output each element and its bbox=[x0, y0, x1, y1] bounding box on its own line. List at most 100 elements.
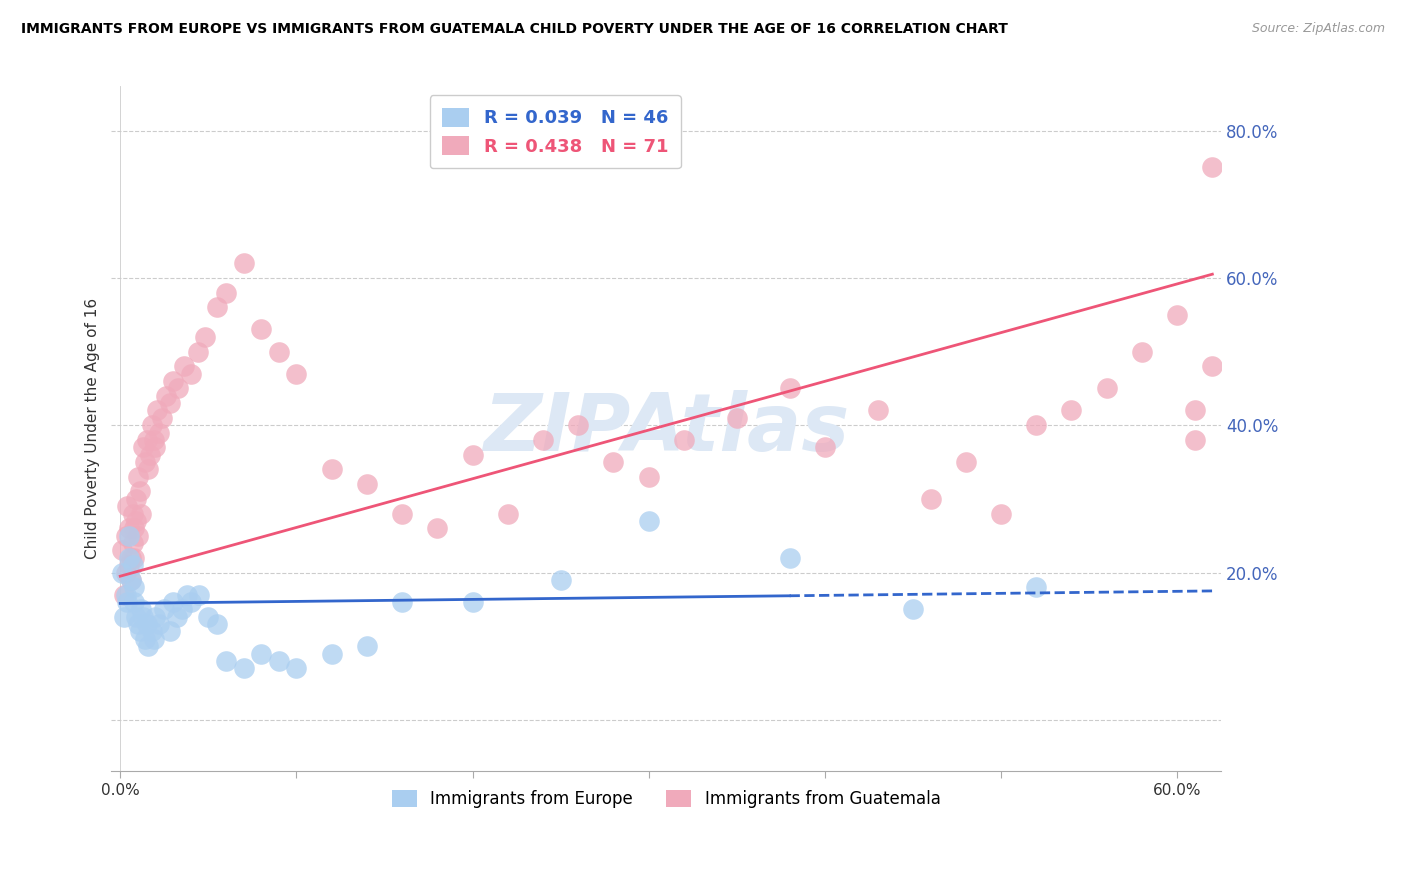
Point bbox=[118, 521, 141, 535]
Point bbox=[990, 507, 1012, 521]
Point bbox=[152, 410, 174, 425]
Point bbox=[356, 639, 378, 653]
Point bbox=[550, 573, 572, 587]
Legend: Immigrants from Europe, Immigrants from Guatemala: Immigrants from Europe, Immigrants from … bbox=[385, 783, 948, 814]
Point bbox=[162, 374, 184, 388]
Point bbox=[187, 344, 209, 359]
Point bbox=[1025, 418, 1047, 433]
Point bbox=[124, 580, 146, 594]
Point bbox=[148, 617, 170, 632]
Point bbox=[114, 566, 136, 580]
Point bbox=[391, 595, 413, 609]
Point bbox=[426, 521, 449, 535]
Point bbox=[725, 410, 748, 425]
Point bbox=[1184, 403, 1206, 417]
Point bbox=[148, 425, 170, 440]
Point bbox=[112, 588, 135, 602]
Point bbox=[1095, 381, 1118, 395]
Point bbox=[1060, 403, 1083, 417]
Point bbox=[159, 396, 181, 410]
Point bbox=[1130, 344, 1153, 359]
Point bbox=[215, 654, 238, 668]
Point bbox=[1201, 359, 1223, 374]
Point bbox=[125, 609, 148, 624]
Point bbox=[531, 433, 554, 447]
Point bbox=[118, 529, 141, 543]
Point bbox=[232, 256, 254, 270]
Point bbox=[117, 595, 139, 609]
Point bbox=[146, 403, 169, 417]
Point bbox=[496, 507, 519, 521]
Point bbox=[672, 433, 695, 447]
Point bbox=[391, 507, 413, 521]
Point bbox=[920, 491, 942, 506]
Point bbox=[124, 521, 146, 535]
Y-axis label: Child Poverty Under the Age of 16: Child Poverty Under the Age of 16 bbox=[86, 298, 100, 559]
Point bbox=[135, 433, 157, 447]
Point bbox=[159, 624, 181, 639]
Point bbox=[167, 381, 190, 395]
Point bbox=[285, 661, 308, 675]
Point bbox=[112, 609, 135, 624]
Point bbox=[134, 632, 156, 646]
Point bbox=[141, 418, 163, 433]
Point bbox=[267, 344, 290, 359]
Point bbox=[461, 595, 484, 609]
Point bbox=[127, 617, 149, 632]
Point bbox=[128, 624, 150, 639]
Point bbox=[131, 507, 153, 521]
Point bbox=[285, 367, 308, 381]
Point bbox=[215, 285, 238, 300]
Point bbox=[114, 588, 136, 602]
Point bbox=[567, 418, 589, 433]
Point bbox=[180, 367, 202, 381]
Point bbox=[128, 484, 150, 499]
Point bbox=[118, 558, 141, 573]
Point bbox=[145, 440, 167, 454]
Point bbox=[118, 550, 141, 565]
Point bbox=[138, 462, 160, 476]
Point bbox=[1201, 161, 1223, 175]
Point bbox=[814, 440, 837, 454]
Point bbox=[111, 543, 134, 558]
Point bbox=[120, 550, 142, 565]
Point bbox=[166, 609, 188, 624]
Point bbox=[637, 514, 659, 528]
Point bbox=[180, 595, 202, 609]
Point bbox=[142, 433, 165, 447]
Point bbox=[205, 301, 228, 315]
Point bbox=[135, 617, 157, 632]
Point bbox=[1166, 308, 1188, 322]
Point bbox=[121, 536, 143, 550]
Text: ZIPAtlas: ZIPAtlas bbox=[484, 390, 849, 468]
Point bbox=[132, 609, 155, 624]
Point bbox=[170, 602, 193, 616]
Point bbox=[356, 477, 378, 491]
Point bbox=[127, 529, 149, 543]
Point bbox=[117, 500, 139, 514]
Point bbox=[131, 602, 153, 616]
Point bbox=[461, 448, 484, 462]
Point bbox=[205, 617, 228, 632]
Point bbox=[132, 440, 155, 454]
Point bbox=[866, 403, 889, 417]
Point bbox=[139, 448, 162, 462]
Point bbox=[232, 661, 254, 675]
Point bbox=[134, 455, 156, 469]
Point bbox=[124, 595, 146, 609]
Point bbox=[173, 359, 195, 374]
Point bbox=[145, 609, 167, 624]
Point bbox=[125, 514, 148, 528]
Point bbox=[120, 573, 142, 587]
Point bbox=[779, 381, 801, 395]
Point bbox=[125, 491, 148, 506]
Point bbox=[138, 639, 160, 653]
Point bbox=[121, 507, 143, 521]
Point bbox=[188, 588, 211, 602]
Point bbox=[267, 654, 290, 668]
Point bbox=[637, 469, 659, 483]
Point bbox=[141, 624, 163, 639]
Point bbox=[779, 550, 801, 565]
Text: Source: ZipAtlas.com: Source: ZipAtlas.com bbox=[1251, 22, 1385, 36]
Text: IMMIGRANTS FROM EUROPE VS IMMIGRANTS FROM GUATEMALA CHILD POVERTY UNDER THE AGE : IMMIGRANTS FROM EUROPE VS IMMIGRANTS FRO… bbox=[21, 22, 1008, 37]
